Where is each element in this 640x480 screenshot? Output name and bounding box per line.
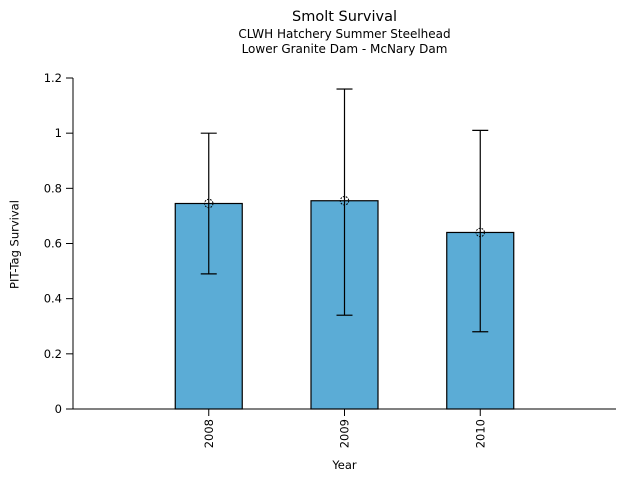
point-marker-2008 <box>204 198 214 209</box>
x-axis-label: Year <box>332 458 357 472</box>
chart-header: Smolt Survival CLWH Hatchery Summer Stee… <box>73 8 616 56</box>
y-tick-label: 0 <box>55 402 62 416</box>
y-tick-label: 1.2 <box>44 71 62 85</box>
y-tick-label: 0.6 <box>44 237 62 251</box>
chart-title: Smolt Survival <box>292 9 397 25</box>
chart-subtitle-line1: CLWH Hatchery Summer Steelhead <box>238 27 451 41</box>
point-marker-2010 <box>475 227 485 238</box>
x-tick-label-2009: 2009 <box>338 419 352 448</box>
chart-subtitle-line2: Lower Granite Dam - McNary Dam <box>241 41 448 56</box>
y-tick-label: 1 <box>55 126 62 140</box>
y-tick-label: 0.2 <box>44 347 62 361</box>
x-tick-label-2008: 2008 <box>202 419 216 448</box>
y-tick-label: 0.8 <box>44 181 62 195</box>
y-tick-label: 0.4 <box>44 292 62 306</box>
point-marker-2009 <box>339 196 350 206</box>
x-tick-label-2010: 2010 <box>473 419 487 448</box>
